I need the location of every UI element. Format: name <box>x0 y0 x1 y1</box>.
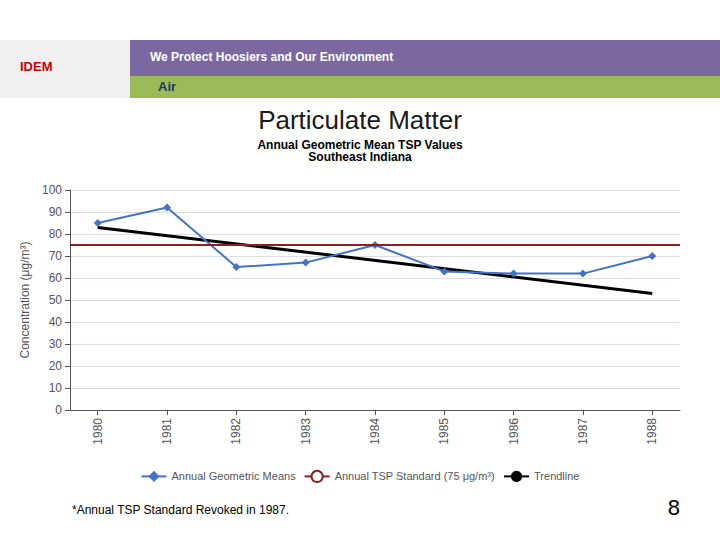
svg-text:70: 70 <box>49 249 63 263</box>
svg-text:0: 0 <box>55 403 62 417</box>
svg-text:1981: 1981 <box>160 418 174 445</box>
svg-text:8: 8 <box>668 495 680 520</box>
svg-text:*Annual TSP Standard Revoked i: *Annual TSP Standard Revoked in 1987. <box>72 503 289 517</box>
svg-text:60: 60 <box>49 271 63 285</box>
svg-text:1985: 1985 <box>437 418 451 445</box>
svg-text:30: 30 <box>49 337 63 351</box>
svg-text:Concentration (μg/m³): Concentration (μg/m³) <box>18 242 32 359</box>
svg-text:We Protect Hoosiers and Our En: We Protect Hoosiers and Our Environment <box>150 50 393 64</box>
svg-text:Particulate Matter: Particulate Matter <box>258 105 462 135</box>
svg-text:10: 10 <box>49 381 63 395</box>
svg-text:40: 40 <box>49 315 63 329</box>
svg-text:100: 100 <box>42 183 62 197</box>
svg-text:80: 80 <box>49 227 63 241</box>
svg-text:1987: 1987 <box>576 418 590 445</box>
svg-text:1982: 1982 <box>229 418 243 445</box>
svg-text:50: 50 <box>49 293 63 307</box>
svg-text:Southeast Indiana: Southeast Indiana <box>308 150 412 164</box>
svg-text:1980: 1980 <box>91 418 105 445</box>
svg-text:90: 90 <box>49 205 63 219</box>
svg-text:20: 20 <box>49 359 63 373</box>
svg-text:Annual TSP Standard (75 μg/m³): Annual TSP Standard (75 μg/m³) <box>335 470 495 482</box>
svg-text:Trendline: Trendline <box>534 470 579 482</box>
svg-text:Annual Geometric Mean TSP Valu: Annual Geometric Mean TSP Values <box>257 138 463 152</box>
svg-text:IDEM: IDEM <box>20 59 53 74</box>
svg-text:Annual Geometric Means: Annual Geometric Means <box>172 470 297 482</box>
svg-text:1984: 1984 <box>368 418 382 445</box>
svg-text:1988: 1988 <box>645 418 659 445</box>
svg-text:Air: Air <box>158 79 176 94</box>
svg-text:1986: 1986 <box>507 418 521 445</box>
svg-text:1983: 1983 <box>299 418 313 445</box>
